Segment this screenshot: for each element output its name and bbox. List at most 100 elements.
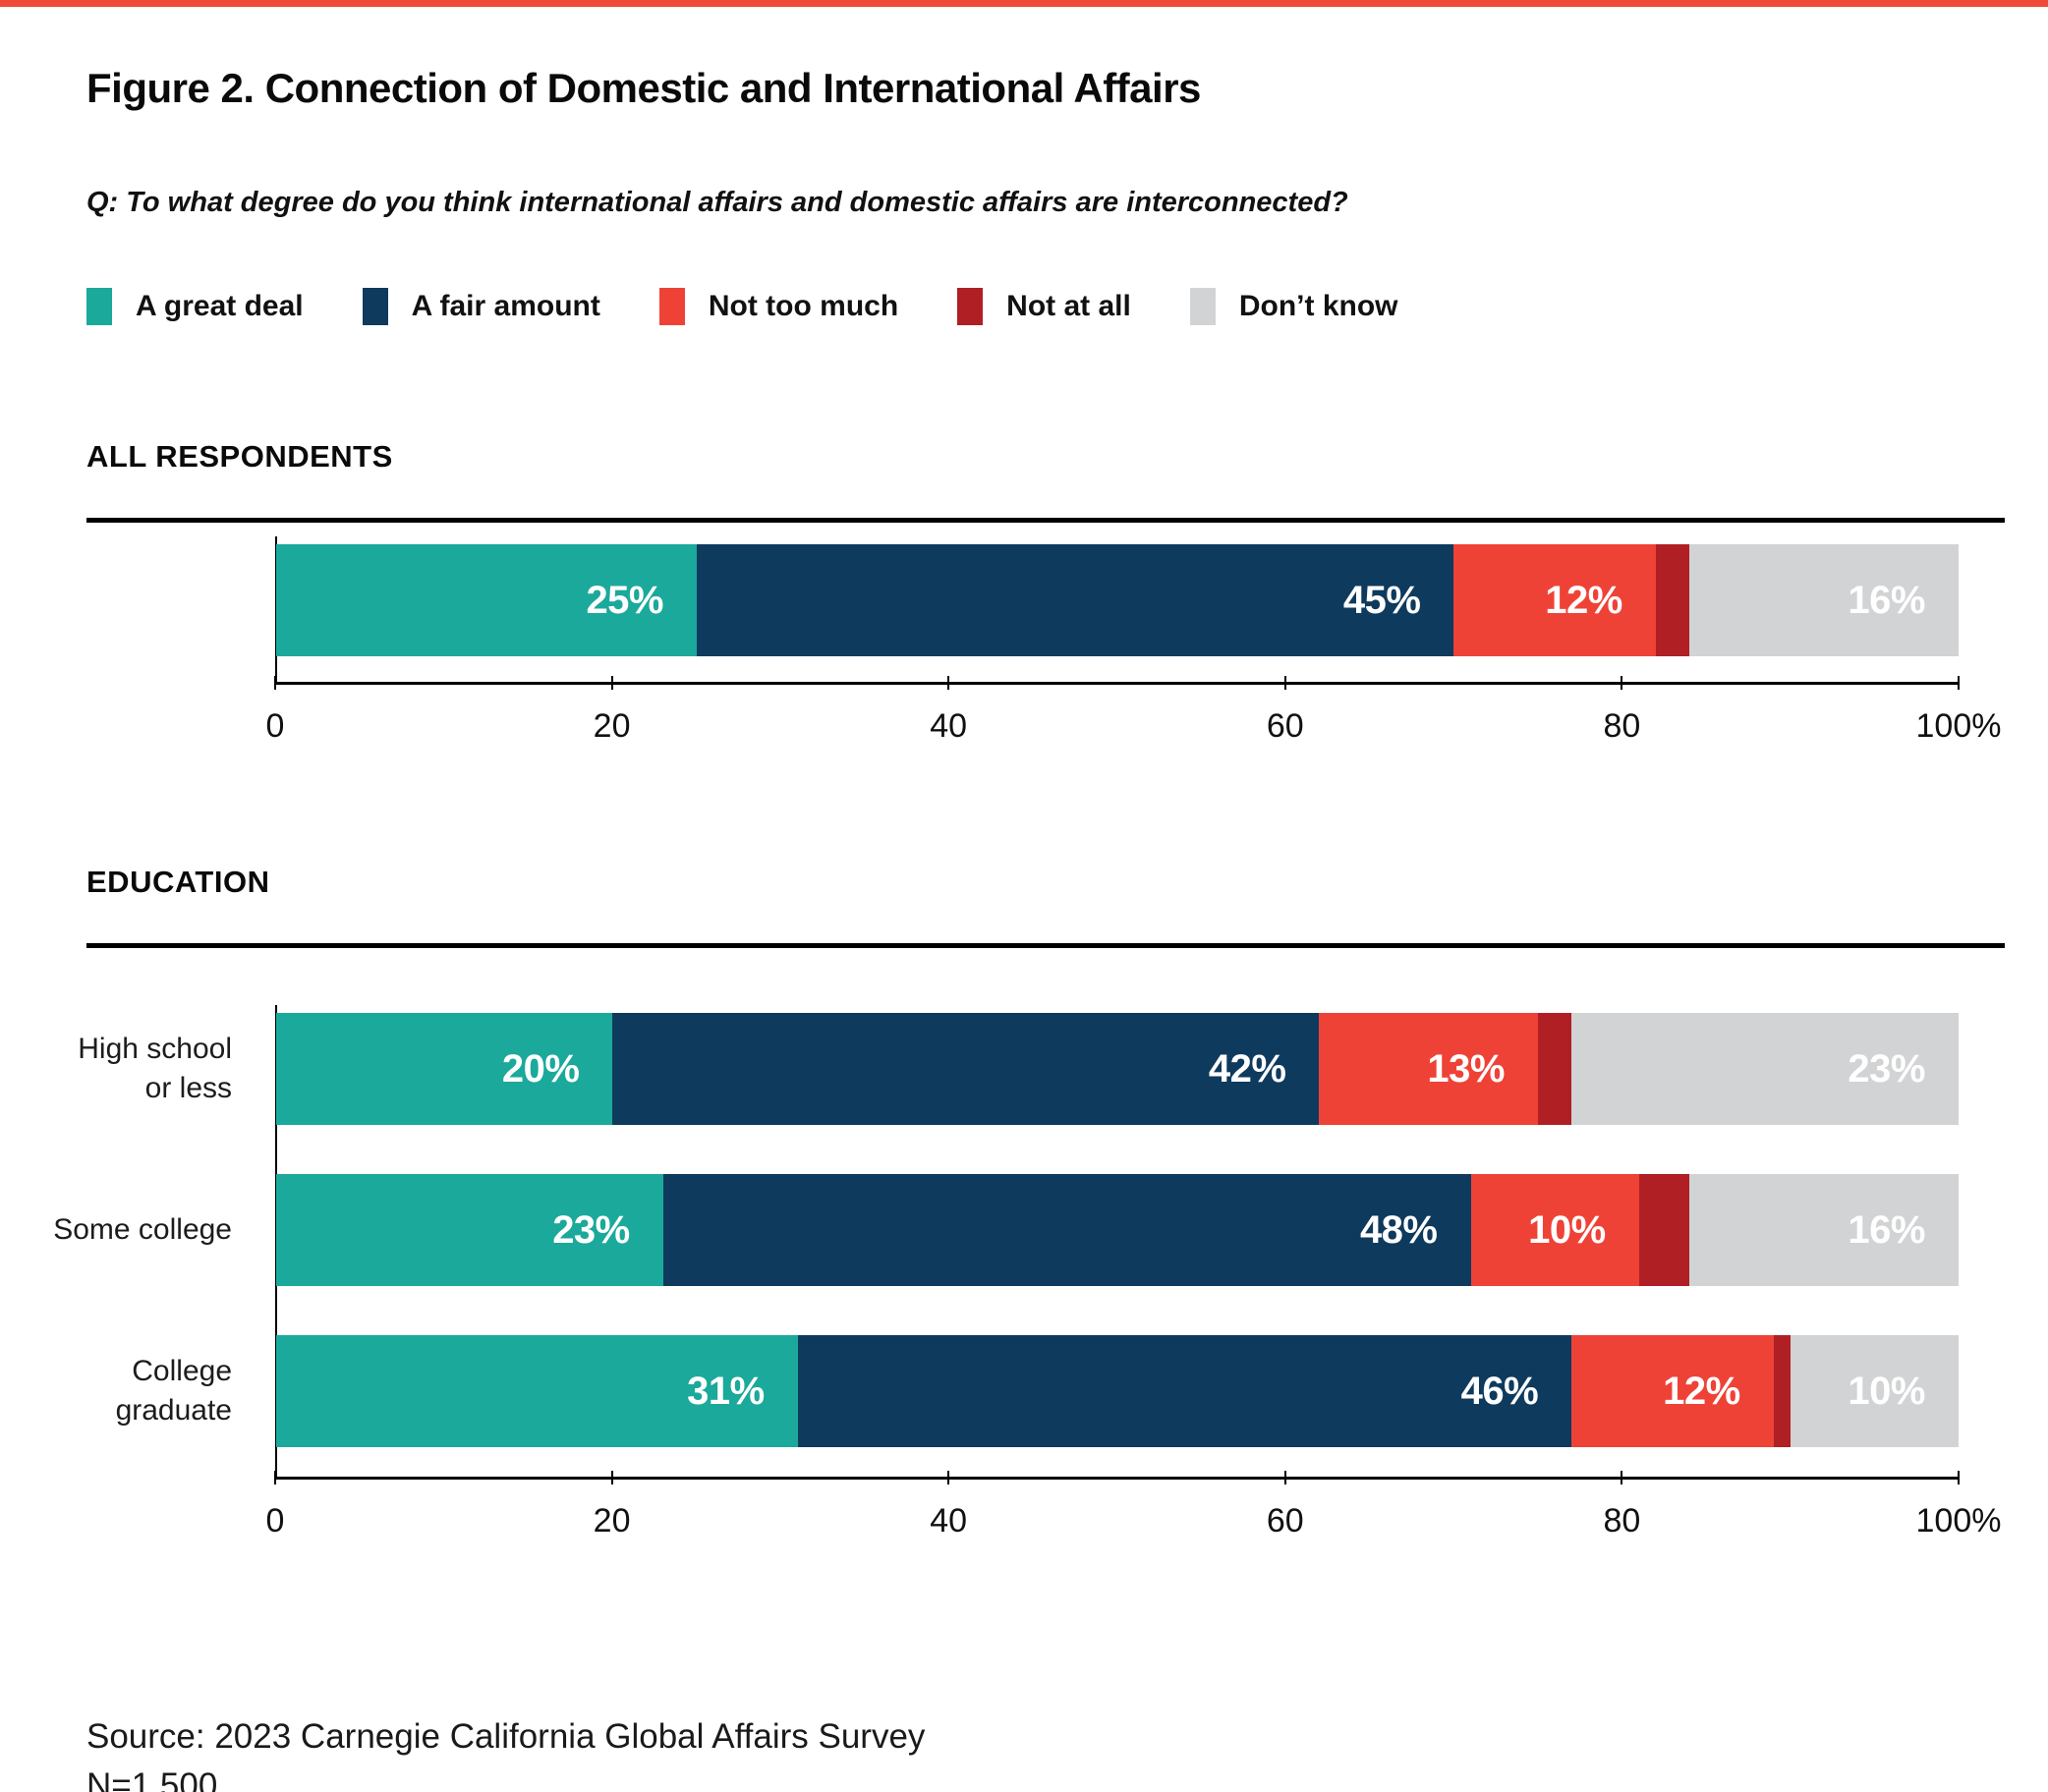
x-axis-tick-label: 20: [593, 1502, 631, 1540]
x-axis-tick: [1283, 1471, 1286, 1484]
section-rule: [86, 943, 2005, 948]
sample-size: N=1,500: [86, 1766, 218, 1792]
legend-item-3: Not at all: [957, 288, 1131, 325]
bar-row-label-line: Some college: [53, 1213, 232, 1246]
bar-segment-value: 20%: [501, 1046, 580, 1091]
top-accent-bar: [0, 0, 2048, 7]
x-axis: 0 20 40 60 80 100%: [266, 676, 2001, 770]
legend-item-label: A fair amount: [411, 290, 600, 322]
x-axis-tick-label: 40: [930, 1502, 968, 1540]
x-axis-tick-label: 40: [930, 707, 968, 745]
bar-segment-value: 10%: [1528, 1207, 1606, 1252]
x-axis-tick: [1283, 676, 1286, 690]
bar-segment-value: 46%: [1460, 1369, 1539, 1413]
x-axis-tick: [274, 676, 276, 690]
x-axis-tick-label: 100%: [1915, 1502, 2002, 1540]
bar-segment-value: 25%: [586, 578, 663, 622]
bar-row-label: Some college: [6, 1210, 232, 1250]
legend-item-1: A fair amount: [362, 288, 600, 325]
legend-swatch-icon: [658, 288, 685, 325]
x-axis-line: [275, 682, 1960, 685]
bar-row-label-line: or less: [144, 1072, 232, 1104]
chart-sections: ALL RESPONDENTS 25% 45% 12% 16% 0 20 40 60 80 100%…: [53, 439, 2005, 1565]
legend-swatch-icon: [362, 288, 388, 325]
source-line: Source: 2023 Carnegie California Global …: [86, 1717, 926, 1756]
x-axis-tick-label: 20: [593, 707, 631, 745]
x-axis-tick-label: 0: [265, 707, 285, 745]
bar-segment-value: 31%: [687, 1369, 765, 1413]
bar-row: Some college 23% 48% 10% 16%: [53, 1174, 1959, 1286]
legend-item-label: Not at all: [1006, 290, 1131, 322]
x-axis-tick: [1958, 1471, 1960, 1484]
legend: A great deal A fair amount Not too much Not…: [86, 288, 2005, 325]
stacked-bar: 20% 42% 13% 23%: [276, 1013, 1959, 1125]
section-heading: ALL RESPONDENTS: [86, 439, 393, 474]
bar-segment-value: 13%: [1427, 1046, 1505, 1091]
bar-segment-not-too-much: 12%: [1453, 544, 1656, 656]
section-rule: [86, 518, 2005, 523]
x-axis-tick: [274, 1471, 276, 1484]
plot-area: High school or less 20% 42% 13% 23% Some colle…: [53, 1005, 2001, 1565]
bar-segment-a-fair-amount: 45%: [697, 544, 1454, 656]
section-all-respondents: ALL RESPONDENTS 25% 45% 12% 16% 0 20 40 60 80 100%: [86, 439, 2005, 770]
bar-segment-don-t-know: 16%: [1689, 544, 1959, 656]
bar-segment-value: 23%: [552, 1207, 630, 1252]
x-axis-tick-label: 80: [1603, 707, 1641, 745]
bar-segment-value: 16%: [1848, 1207, 1925, 1252]
bar-segment-value: 42%: [1208, 1046, 1286, 1091]
bar-segment-value: 12%: [1663, 1369, 1740, 1413]
survey-question: Q: To what degree do you think internati…: [86, 187, 1348, 218]
bar-segment-not-at-all: [1773, 1335, 1791, 1447]
section-education: EDUCATION High school or less 20% 42% 13% 23% S…: [53, 865, 2005, 1565]
legend-item-label: Not too much: [708, 290, 899, 322]
bar-row: 25% 45% 12% 16%: [275, 544, 1959, 656]
bar-segment-not-too-much: 10%: [1470, 1174, 1639, 1286]
bar-segment-value: 16%: [1848, 578, 1925, 622]
x-axis-tick: [947, 676, 950, 690]
bar-segment-a-fair-amount: 46%: [797, 1335, 1572, 1447]
x-axis-tick: [1958, 676, 1960, 690]
bar-segment-value: 45%: [1342, 578, 1421, 622]
bar-row-label: High school or less: [6, 1030, 232, 1108]
bar-segment-value: 48%: [1359, 1207, 1438, 1252]
legend-swatch-icon: [1189, 288, 1216, 325]
x-axis-tick: [947, 1471, 950, 1484]
bar-segment-not-too-much: 13%: [1319, 1013, 1538, 1125]
bar-segment-don-t-know: 10%: [1790, 1335, 1959, 1447]
stacked-bar: 23% 48% 10% 16%: [276, 1174, 1959, 1286]
x-axis-tick-label: 0: [265, 1502, 285, 1540]
x-axis-tick-label: 60: [1266, 707, 1304, 745]
x-axis-tick: [1621, 676, 1623, 690]
stacked-bar: 31% 46% 12% 10%: [276, 1335, 1959, 1447]
bar-segment-not-at-all: [1537, 1013, 1572, 1125]
legend-swatch-icon: [957, 288, 984, 325]
x-axis-tick-label: 80: [1603, 1502, 1641, 1540]
bar-row-label-line: High school: [78, 1033, 232, 1065]
bar-segment-a-fair-amount: 42%: [612, 1013, 1320, 1125]
legend-swatch-icon: [86, 288, 112, 325]
x-axis-line: [275, 1477, 1960, 1480]
stacked-bar: 25% 45% 12% 16%: [276, 544, 1959, 656]
x-axis-tick-label: 60: [1266, 1502, 1304, 1540]
bar-segment-a-fair-amount: 48%: [662, 1174, 1471, 1286]
bar-row-label: College graduate: [6, 1352, 232, 1430]
bar-segment-value: 12%: [1545, 578, 1622, 622]
bar-segment-don-t-know: 16%: [1689, 1174, 1959, 1286]
bar-segment-don-t-know: 23%: [1571, 1013, 1959, 1125]
bar-segment-not-at-all: [1638, 1174, 1690, 1286]
legend-item-4: Don’t know: [1189, 288, 1398, 325]
source-note: Source: 2023 Carnegie California Global …: [86, 1712, 2005, 1792]
bar-row-label-line: graduate: [115, 1394, 232, 1427]
bar-segment-a-great-deal: 25%: [276, 544, 697, 656]
bar-row: College graduate 31% 46% 12% 10%: [116, 1335, 1959, 1447]
bar-segment-not-at-all: [1655, 544, 1690, 656]
legend-item-0: A great deal: [86, 288, 304, 325]
legend-item-2: Not too much: [658, 288, 899, 325]
figure-title: Figure 2. Connection of Domestic and Int…: [86, 65, 1201, 111]
plot-area: 25% 45% 12% 16% 0 20 40 60 80 100%: [266, 536, 2001, 770]
x-axis-tick-label: 100%: [1915, 707, 2002, 745]
x-axis-tick: [610, 1471, 613, 1484]
bar-segment-value: 23%: [1848, 1046, 1925, 1091]
x-axis-tick: [610, 676, 613, 690]
